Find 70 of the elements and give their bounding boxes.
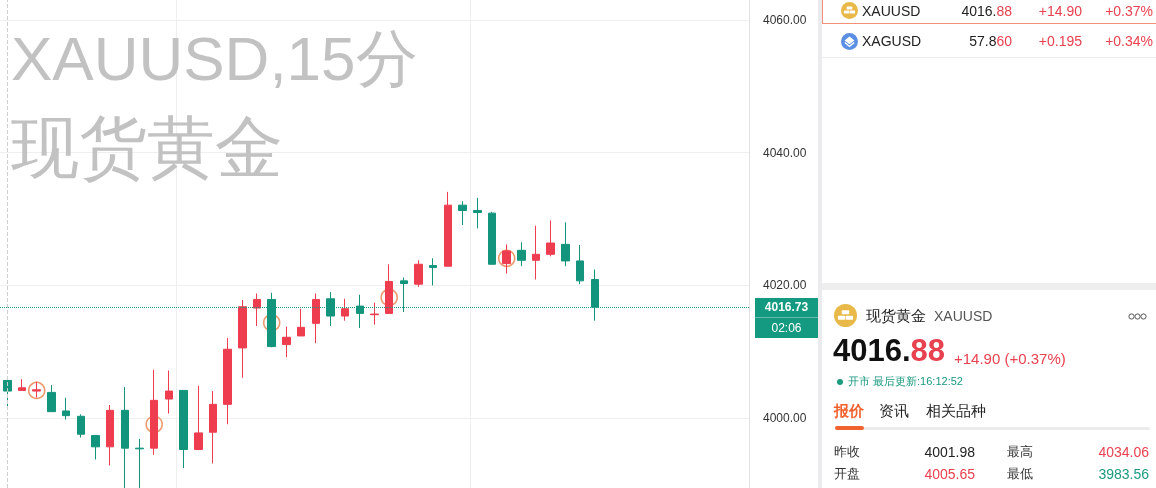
candlestick (209, 390, 217, 464)
text: 02:06 (770, 319, 803, 337)
candlestick (385, 263, 393, 315)
text: 4005.65 (924, 465, 975, 483)
text: 4016.88 (961, 2, 1012, 19)
candlestick (502, 243, 511, 275)
candlestick (3, 379, 12, 409)
candlestick (297, 308, 305, 337)
text: 3983.56 (1098, 465, 1149, 483)
text: 现货黄金 (866, 307, 926, 325)
candlestick (488, 211, 496, 265)
text: 57.860 (969, 32, 1012, 49)
y-tick-label: 4040.00 (763, 145, 807, 160)
text: +0.34% (1105, 32, 1153, 50)
candlestick (576, 244, 584, 285)
candlestick (253, 292, 261, 327)
candlestick (135, 438, 144, 488)
text: +14.90 (1038, 2, 1082, 20)
point (27, 381, 46, 400)
candlestick (429, 257, 437, 286)
candlestick (91, 435, 100, 460)
text: +0.195 (1038, 32, 1082, 50)
text: +14.90 (+0.37%) (954, 350, 1066, 368)
candlestick (532, 225, 540, 281)
text: 现货黄金 (11, 109, 283, 185)
candlestick (341, 298, 349, 322)
candlestick (18, 378, 26, 391)
candlestick (223, 337, 232, 425)
candlestick (77, 413, 85, 439)
candlestick (106, 404, 114, 466)
text: XAUUSD (934, 307, 993, 325)
y-tick-label: 4020.00 (763, 278, 807, 293)
text: 最高 (1007, 444, 1033, 460)
ref-line-label: 4016.73 (763, 298, 810, 316)
text: XAUUSD (862, 2, 921, 20)
text: 报价 (834, 402, 864, 420)
candlestick (312, 292, 320, 344)
text: 4001.98 (924, 443, 975, 461)
candlestick (473, 197, 482, 229)
candlestick (238, 299, 247, 379)
text: 最低 (1007, 466, 1033, 482)
candlestick (561, 221, 570, 267)
candlestick (546, 219, 555, 257)
candlestick (458, 200, 467, 226)
y-tick-label: 4000.00 (763, 411, 807, 426)
candlestick (47, 384, 56, 413)
candlestick (370, 302, 379, 326)
text: 4034.06 (1098, 443, 1149, 461)
candlestick (282, 326, 291, 358)
candlestick (165, 369, 173, 415)
candlestick (32, 381, 41, 399)
y-tick-label: 4060.00 (763, 12, 807, 27)
point (497, 249, 516, 268)
text: 开市 最后更新:16:12:52 (848, 375, 963, 389)
text: 昨收 (834, 444, 860, 460)
text: +0.37% (1105, 2, 1153, 20)
candlestick (121, 386, 129, 488)
text: 资讯 (879, 402, 909, 420)
text: 4016.88 (833, 333, 946, 369)
candlestick (194, 385, 203, 451)
chart-title: XAUUSD,15分 (11, 23, 418, 93)
candlestick (517, 241, 526, 267)
candlestick (150, 369, 158, 456)
text: 相关品种 (926, 402, 986, 420)
candlestick (414, 259, 423, 288)
candlestick (444, 191, 452, 267)
candlestick (179, 389, 188, 469)
text: XAGUSD (862, 32, 922, 50)
text: 开盘 (834, 466, 860, 482)
candlestick (62, 397, 70, 421)
